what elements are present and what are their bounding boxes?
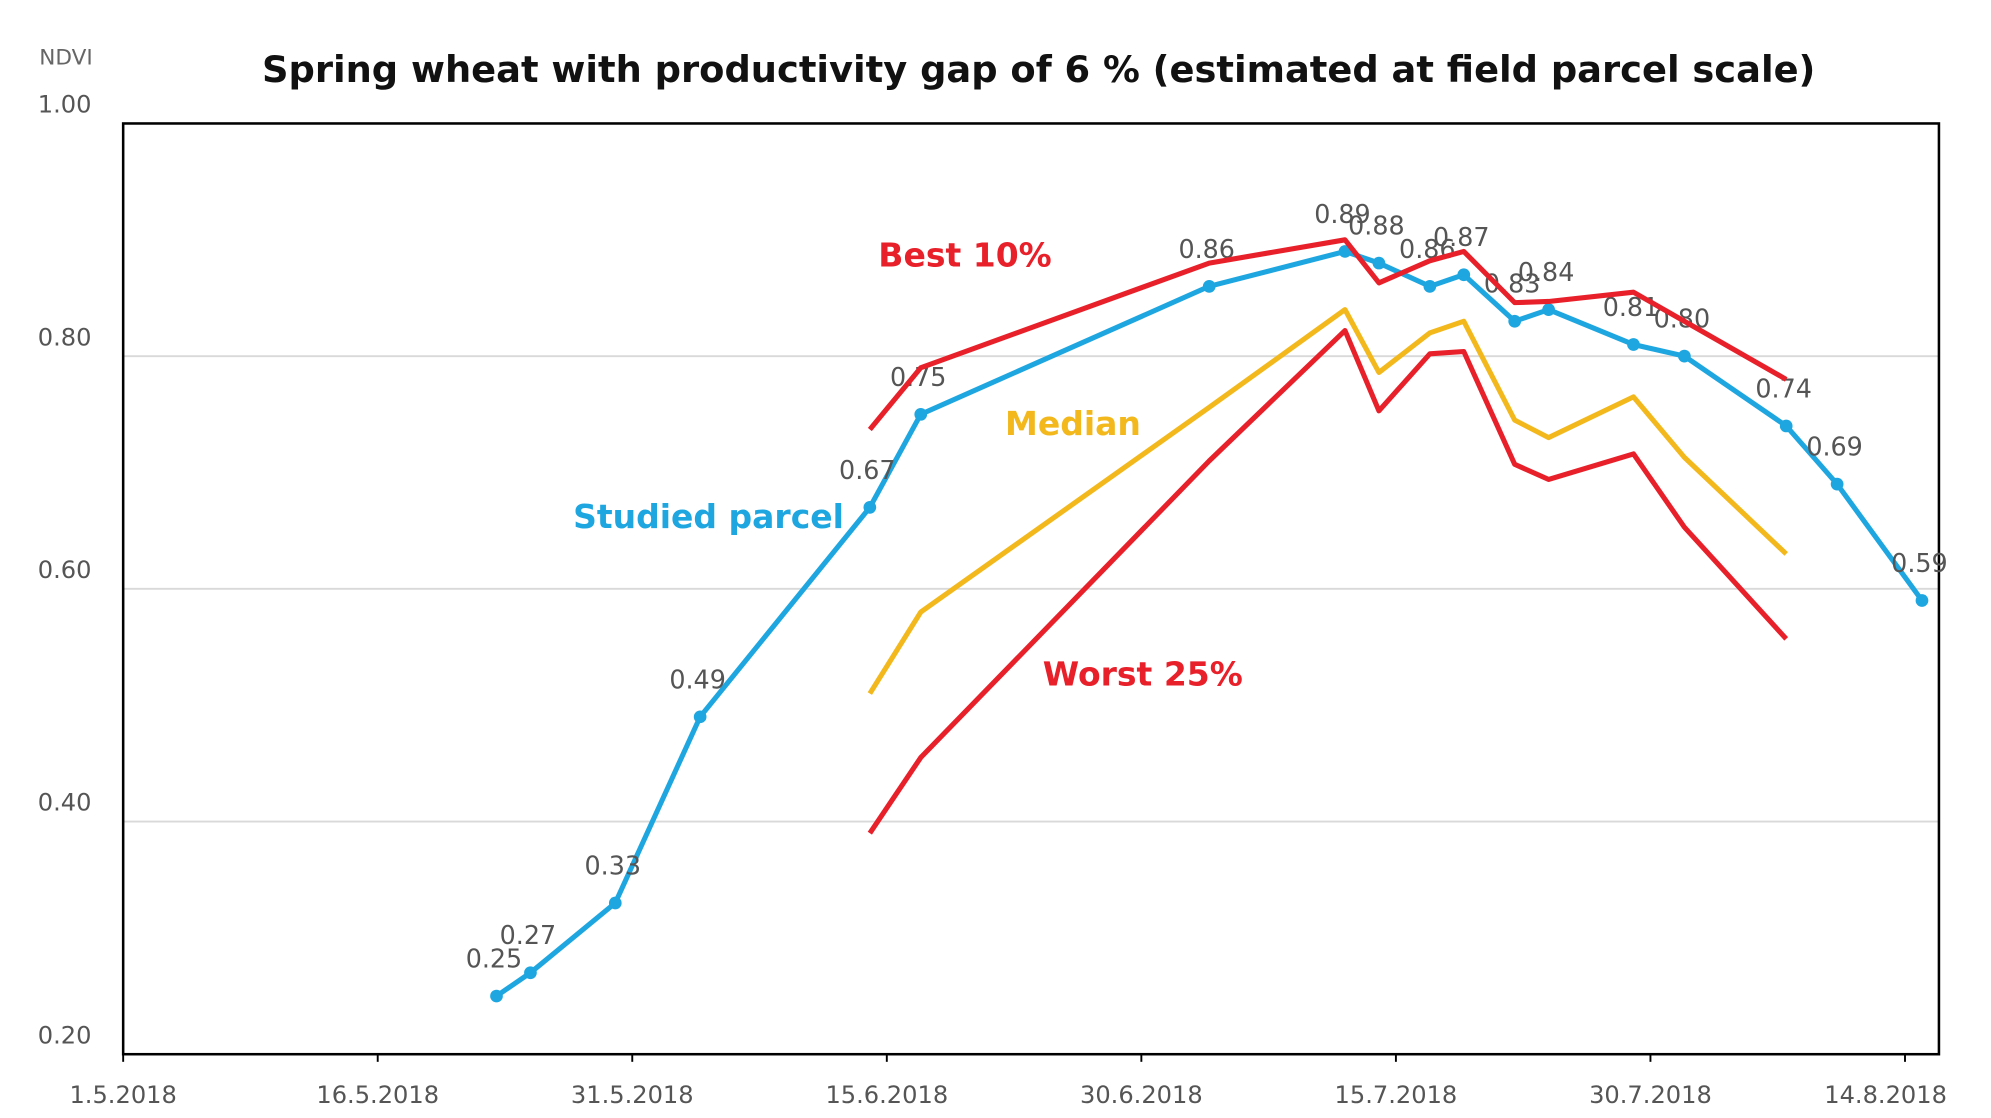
data-point <box>693 710 707 724</box>
data-label: 0.27 <box>500 920 557 950</box>
data-label: 0.25 <box>466 943 523 973</box>
y-tick-label: 0.40 <box>38 789 92 817</box>
data-label: 0.67 <box>839 455 895 485</box>
y-tick-label: 1.00 <box>38 91 92 119</box>
data-label: 0.88 <box>1348 211 1405 241</box>
data-point <box>1372 256 1386 270</box>
x-tick-label: 30.7.2018 <box>1589 1081 1712 1109</box>
y-tick-label: 0.80 <box>38 323 92 351</box>
chart-title: Spring wheat with productivity gap of 6 … <box>262 48 1815 91</box>
series-line <box>867 307 1788 695</box>
x-tick-label: 15.7.2018 <box>1335 1081 1458 1109</box>
y-tick-label: 0.60 <box>38 556 92 584</box>
series-line <box>867 237 1788 432</box>
plot-frame <box>121 122 1941 1056</box>
data-point <box>1915 594 1929 607</box>
x-tick-label: 1.5.2018 <box>69 1081 176 1109</box>
data-point <box>1830 477 1844 491</box>
series-label: Median <box>1005 404 1141 443</box>
x-tick-label: 16.5.2018 <box>316 1081 439 1109</box>
data-point <box>1779 419 1793 433</box>
data-point <box>1338 245 1352 258</box>
data-label: 0.69 <box>1806 432 1863 462</box>
data-point <box>914 407 928 421</box>
x-tick-label: 14.8.2018 <box>1824 1081 1947 1109</box>
y-tick-label: 0.20 <box>38 1021 92 1049</box>
series-line <box>495 248 1925 999</box>
series-label: Best 10% <box>878 235 1051 274</box>
data-point <box>1678 349 1691 363</box>
data-point <box>1627 338 1640 351</box>
data-label: 0.49 <box>669 664 726 694</box>
data-point <box>1423 279 1437 293</box>
data-point <box>1542 303 1555 316</box>
series-label: Worst 25% <box>1043 654 1243 693</box>
x-tick-label: 31.5.2018 <box>571 1081 694 1109</box>
data-label: 0.59 <box>1891 548 1948 578</box>
data-point <box>863 501 877 514</box>
data-point <box>1457 268 1471 282</box>
data-label: 0.89 <box>1314 199 1371 229</box>
x-tick-label: 15.6.2018 <box>825 1081 948 1109</box>
series-label: Studied parcel <box>573 497 844 536</box>
data-label: 0.87 <box>1433 222 1490 252</box>
data-label: 0.84 <box>1518 257 1575 287</box>
data-point <box>1202 279 1216 293</box>
x-tick-label: 30.6.2018 <box>1080 1081 1203 1109</box>
data-point <box>608 896 622 910</box>
series-line <box>867 328 1789 835</box>
data-point <box>490 989 503 1003</box>
data-point <box>1508 314 1522 328</box>
data-label: 0.75 <box>890 362 946 392</box>
y-axis-label: NDVI <box>39 46 93 71</box>
data-point <box>524 966 537 980</box>
data-label: 0.33 <box>585 850 642 880</box>
